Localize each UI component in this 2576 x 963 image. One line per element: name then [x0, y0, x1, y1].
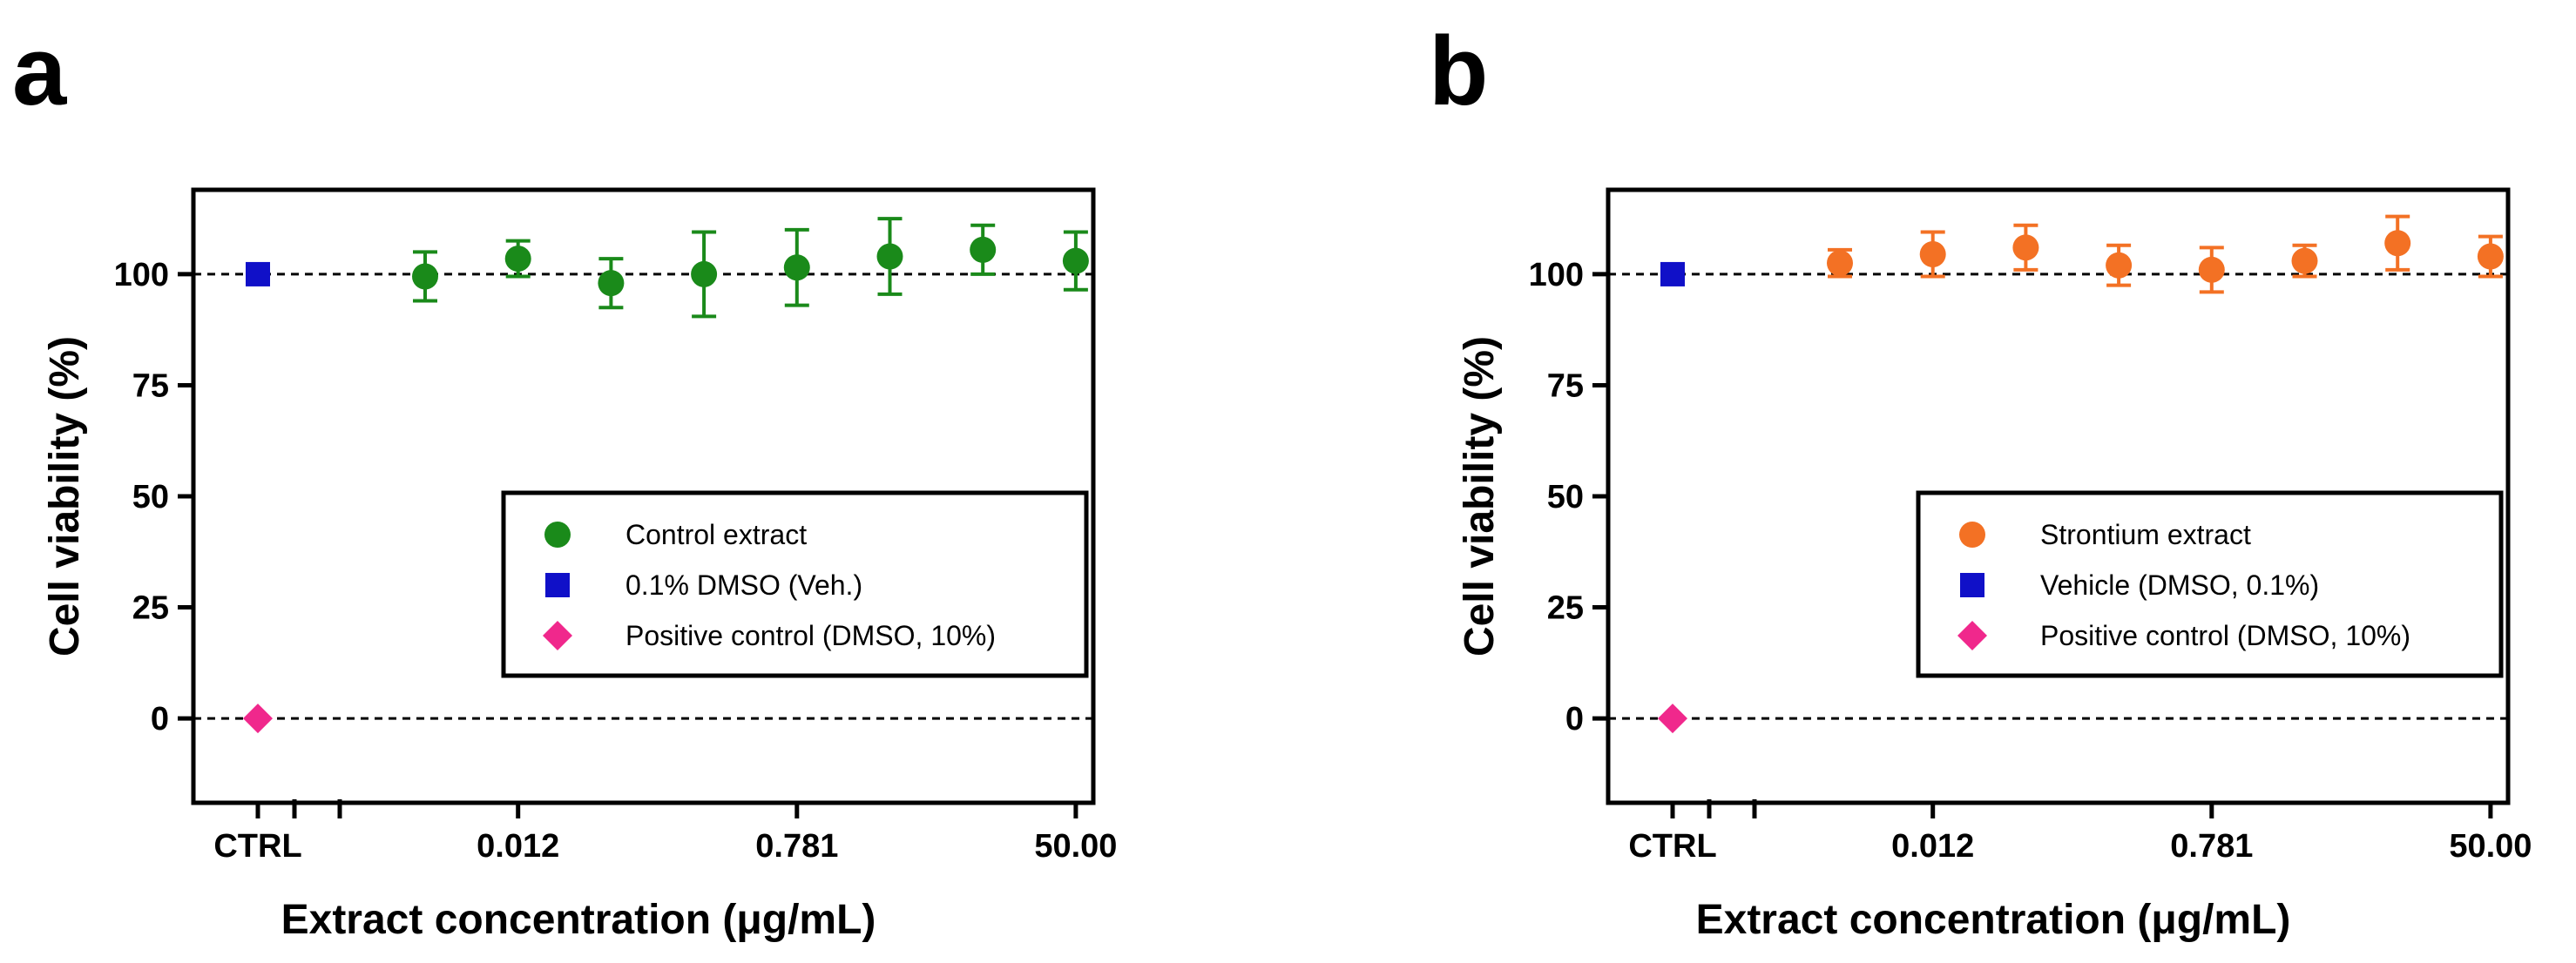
data-point-circle [2106, 252, 2133, 279]
legend-label: Positive control (DMSO, 10%) [2040, 620, 2410, 651]
y-tick-label: 100 [1529, 257, 1584, 293]
y-tick-label: 50 [1547, 479, 1584, 515]
y-tick-label: 100 [114, 257, 169, 293]
data-point-circle [1827, 250, 1853, 277]
x-tick-label: 0.012 [477, 828, 559, 865]
data-point-circle [691, 260, 718, 287]
data-point-circle [2198, 256, 2225, 283]
data-point-square [246, 261, 270, 286]
data-point-circle [970, 236, 997, 263]
data-point-diamond [243, 704, 273, 734]
data-point-circle [2384, 230, 2411, 257]
data-point-circle [504, 246, 531, 273]
legend-marker-diamond [1957, 621, 1987, 650]
data-point-circle [1919, 240, 1946, 267]
legend-label: Vehicle (DMSO, 0.1%) [2040, 569, 2319, 601]
legend-label: Positive control (DMSO, 10%) [625, 620, 996, 651]
legend-marker-circle [1959, 522, 1985, 548]
y-axis-title: Cell viability (%) [1457, 336, 1503, 657]
legend-marker-circle [544, 522, 571, 548]
legend-marker-diamond [543, 621, 572, 650]
legend-label: Control extract [625, 519, 807, 550]
y-tick-label: 0 [151, 701, 169, 737]
panel-b: b 0 25 50 75 100 Cell viability (%) CTRL 0.012 0.… [1429, 17, 2532, 943]
data-point-circle [2291, 247, 2318, 274]
legend-box [1916, 490, 2504, 678]
x-axis-title: Extract concentration (μg/mL) [1696, 897, 2291, 943]
x-tick-label-ctrl: CTRL [213, 828, 301, 865]
panel-letter: b [1429, 17, 1488, 125]
x-tick-label: 0.012 [1891, 828, 1974, 865]
y-tick-label: 25 [1547, 590, 1584, 627]
y-tick-label: 50 [132, 479, 169, 515]
x-tick-label: 0.781 [755, 828, 838, 865]
data-point-circle [876, 243, 903, 270]
data-point-diamond [1658, 704, 1687, 734]
data-point-circle [412, 263, 438, 290]
panel-letter: a [12, 17, 67, 125]
legend-marker-square [545, 573, 570, 597]
y-tick-label: 25 [132, 590, 169, 627]
data-point-circle [598, 270, 625, 297]
y-tick-label: 75 [132, 367, 169, 404]
data-point-circle [2012, 234, 2039, 261]
data-point-square [1660, 261, 1685, 286]
x-tick-label-ctrl: CTRL [1628, 828, 1716, 865]
panel-a: a 0 25 50 75 100 Cell viability (%) CTRL 0.012 0.… [12, 17, 1117, 943]
legend-marker-square [1960, 573, 1984, 597]
x-tick-label: 50.00 [1034, 828, 1117, 865]
y-tick-label: 0 [1565, 701, 1584, 737]
data-point-circle [783, 254, 810, 281]
x-tick-label: 50.00 [2449, 828, 2532, 865]
legend-label: 0.1% DMSO (Veh.) [625, 569, 862, 601]
x-tick-label: 0.781 [2170, 828, 2253, 865]
y-axis-title: Cell viability (%) [42, 336, 88, 657]
x-axis-title: Extract concentration (μg/mL) [281, 897, 876, 943]
y-tick-label: 75 [1547, 367, 1584, 404]
data-point-circle [2477, 243, 2504, 270]
legend-label: Strontium extract [2040, 519, 2251, 550]
legend-box [501, 490, 1089, 678]
data-point-circle [1062, 247, 1089, 274]
